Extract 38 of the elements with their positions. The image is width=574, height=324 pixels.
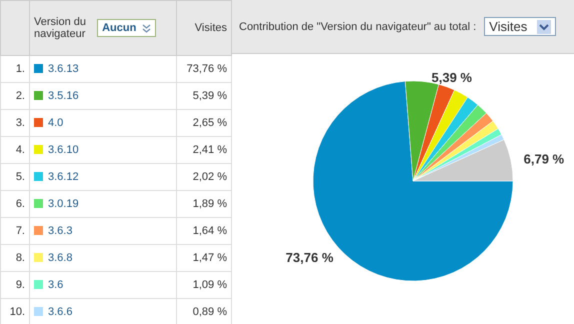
dropdown: Visites: [484, 16, 556, 36]
data-label: 2,65 %: [176, 110, 232, 136]
text: 2.: [0, 82, 30, 110]
legend-label: 3.6.3: [48, 225, 72, 237]
legend-label: 3.6.13: [48, 63, 79, 75]
text: 3.: [0, 110, 30, 136]
data-label: 1,89 %: [176, 190, 232, 218]
legend-label: 3.6.6: [48, 306, 72, 318]
text: 1.: [0, 56, 30, 82]
data-label: 2,41 %: [176, 136, 232, 164]
text: Visites: [176, 0, 232, 56]
legend-label: 3.6.12: [48, 171, 79, 183]
text: 9.: [0, 272, 30, 298]
data-label: 6,79 %: [524, 151, 565, 166]
data-label: 1,64 %: [176, 218, 232, 244]
data-label: 0,89 %: [176, 298, 232, 324]
text: 10.: [0, 298, 30, 324]
data-label: 2,02 %: [176, 164, 232, 190]
data-label: 73,76 %: [286, 250, 334, 265]
legend-title: Version du navigateur: [34, 16, 87, 40]
text: 5,39 %: [192, 90, 227, 102]
text: 8.: [0, 244, 30, 272]
text: 7.: [0, 218, 30, 244]
text: 6.: [0, 190, 30, 218]
text: 5.: [0, 164, 30, 190]
legend-label: 4.0: [48, 117, 64, 129]
text: 73,76 %: [186, 63, 227, 75]
legend-label: 3.5.16: [48, 90, 79, 102]
legend-label: 3.6.10: [48, 144, 79, 156]
legend-label: 3.6.8: [48, 252, 72, 264]
legend-label: 3.6: [48, 279, 64, 291]
data-label: 5,39 %: [431, 70, 472, 85]
legend-label: 3.0.19: [48, 198, 79, 210]
data-label: 1,47 %: [176, 244, 232, 272]
text: 4.: [0, 136, 30, 164]
dropdown: Aucun: [97, 19, 156, 37]
chart-title: Contribution de "Version du navigateur" au total :: [239, 20, 476, 32]
data-label: 1,09 %: [176, 272, 232, 298]
